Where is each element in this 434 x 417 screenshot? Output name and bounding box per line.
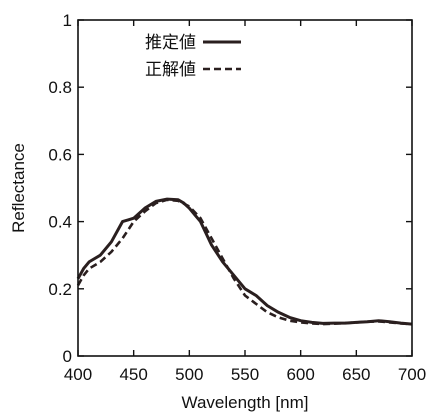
y-tick-label: 1 (63, 11, 72, 30)
legend-label-1: 推定値 (145, 33, 196, 53)
x-tick-label: 550 (231, 365, 259, 384)
y-tick-label: 0.8 (48, 78, 72, 97)
series-layer (76, 197, 413, 326)
y-tick-label: 0 (63, 347, 72, 366)
plot-frame (77, 19, 413, 357)
series-line-1 (76, 197, 413, 326)
x-tick-label: 650 (342, 365, 370, 384)
y-tick-label: 0.4 (48, 213, 72, 232)
x-axis-title: Wavelength [nm] (182, 393, 309, 412)
y-tick-label: 0.2 (48, 280, 72, 299)
legend-label-2: 正解値 (145, 60, 196, 80)
x-tick-label: 400 (64, 365, 92, 384)
x-tick-label: 700 (398, 365, 426, 384)
x-tick-label: 450 (119, 365, 147, 384)
x-tick-label: 600 (286, 365, 314, 384)
y-tick-label: 0.6 (48, 145, 72, 164)
series-line-2 (76, 198, 413, 326)
y-axis-title: Reflectance (9, 143, 28, 233)
axis-layer: 400 450 500 550 600 650 700 0 0.2 0.4 0.6 0.8 1 Wavel… (9, 11, 426, 412)
x-tick-label: 500 (175, 365, 203, 384)
